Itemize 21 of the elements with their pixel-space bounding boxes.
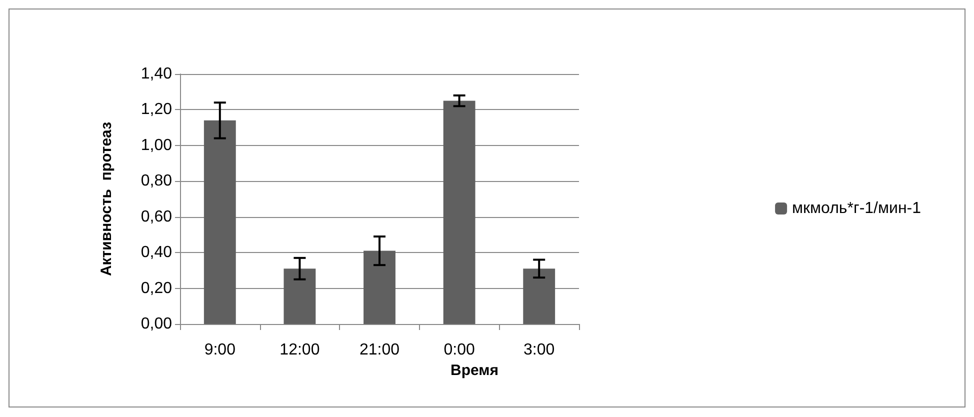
- x-tick-label: 12:00: [280, 342, 320, 358]
- legend-label: мкмоль*г-1/мин-1: [792, 200, 922, 217]
- bar: [523, 268, 556, 324]
- y-tick-label: 0,60: [140, 208, 172, 226]
- x-tick-label: 3:00: [524, 342, 555, 358]
- y-tick-label: 0,40: [140, 244, 172, 262]
- bar: [284, 268, 316, 324]
- y-tick-label: 0,00: [140, 316, 172, 332]
- bar: [364, 250, 396, 324]
- x-axis-title: Время: [450, 362, 498, 379]
- x-tick-label: 21:00: [359, 342, 400, 358]
- y-tick-label: 0,80: [140, 172, 172, 190]
- bar: [443, 100, 476, 324]
- y-tick-label: 1,20: [140, 101, 172, 118]
- x-tick-label: 9:00: [204, 342, 236, 358]
- y-tick-label: 1,40: [140, 66, 172, 82]
- y-axis-title: Активность протеаз: [98, 122, 115, 276]
- y-tick-label: 0,20: [140, 280, 172, 297]
- x-tick-label: 0:00: [444, 342, 475, 358]
- y-tick-label: 1,00: [140, 136, 172, 154]
- bar: [204, 120, 236, 324]
